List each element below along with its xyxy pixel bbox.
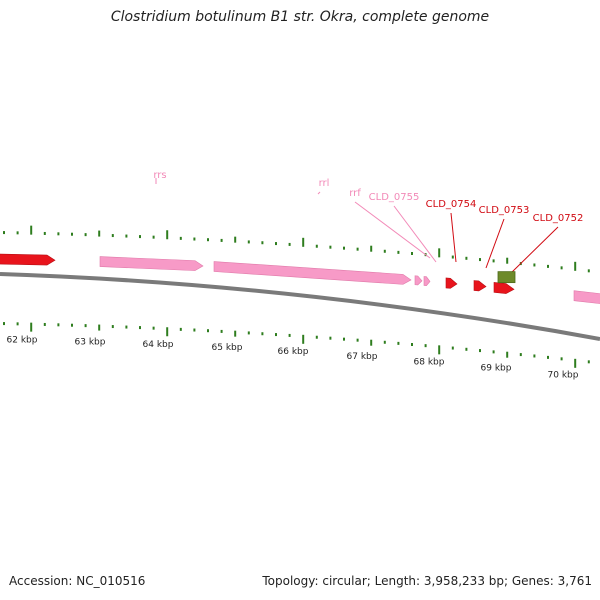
upper-tick-track <box>3 225 590 273</box>
scale-labels: 62 kbp 63 kbp 64 kbp 65 kbp 66 kbp 67 kbp 68 k… <box>7 335 579 380</box>
gene-arrow <box>445 277 458 289</box>
feature-callout-line <box>450 212 457 263</box>
gene-arrow <box>473 280 487 292</box>
feature-label: CLD_0752 <box>533 213 584 224</box>
feature-label: rrf <box>349 188 361 199</box>
scale-label: 63 kbp <box>75 337 106 347</box>
gene-arrow <box>0 253 56 266</box>
scale-label: 70 kbp <box>548 370 579 380</box>
rna-arrow <box>99 256 204 271</box>
feature-label: rrl <box>319 178 330 189</box>
rna-arrow <box>573 290 600 304</box>
feature-callout-line <box>354 201 431 259</box>
misc-feature <box>497 271 516 284</box>
feature-label: CLD_0754 <box>426 199 477 210</box>
feature-callouts: rrs rrl rrf CLD_0755 CLD_0754CLD_0753CLD_075… <box>153 170 584 275</box>
feature-label: CLD_0755 <box>369 192 420 203</box>
rna-arrow <box>414 275 423 286</box>
scale-label: 68 kbp <box>414 357 445 367</box>
scale-label: 69 kbp <box>481 364 512 374</box>
scale-label: 66 kbp <box>278 347 309 357</box>
scale-label: 64 kbp <box>143 340 174 350</box>
feature-label: rrs <box>153 170 166 181</box>
feature-callout-line <box>393 205 437 263</box>
feature-callout-line <box>485 218 505 269</box>
map-title: Clostridium botulinum B1 str. Okra, comp… <box>110 9 490 25</box>
scale-label: 65 kbp <box>212 343 243 353</box>
genome-summary: Topology: circular; Length: 3,958,233 bp… <box>262 574 592 588</box>
feature-callout-line <box>317 191 321 195</box>
gene-arrow <box>493 282 515 294</box>
rna-arrow <box>213 261 412 285</box>
lower-tick-track <box>3 322 590 368</box>
feature-track <box>0 253 600 304</box>
rna-arrow <box>423 276 431 287</box>
genome-backbone <box>0 272 600 341</box>
feature-label: CLD_0753 <box>479 205 530 216</box>
scale-label: 62 kbp <box>7 335 38 345</box>
scale-label: 67 kbp <box>347 352 378 362</box>
feature-callout-line <box>509 226 559 275</box>
accession-label: Accession: NC_010516 <box>9 574 146 588</box>
